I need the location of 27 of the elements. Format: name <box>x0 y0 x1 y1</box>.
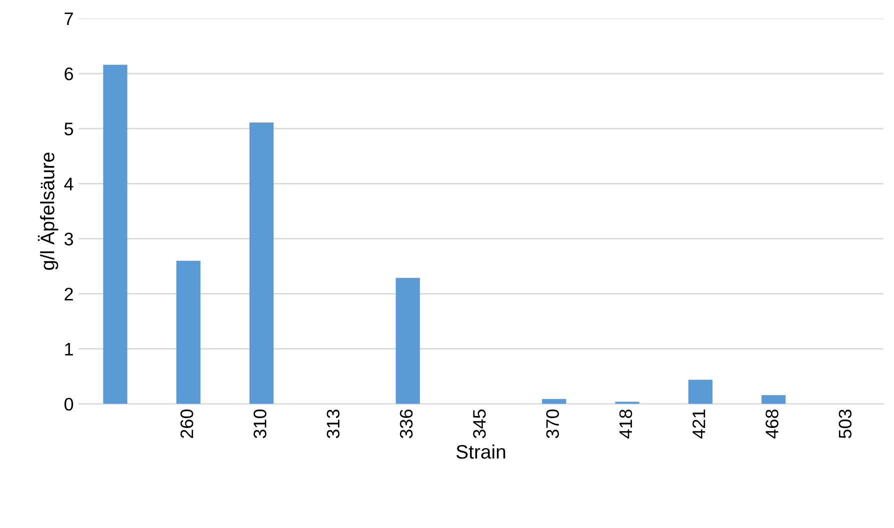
x-tick-label: 468 <box>766 410 778 438</box>
y-tick-label: 1 <box>65 342 73 356</box>
y-tick-label: 7 <box>64 12 73 26</box>
bar <box>103 64 128 404</box>
bar <box>688 380 712 404</box>
y-tick-label: 5 <box>64 122 74 136</box>
y-tick-label: 4 <box>64 178 74 190</box>
y-tick-label: 3 <box>64 232 74 246</box>
bar <box>396 278 420 404</box>
x-tick-label: 503 <box>838 410 852 438</box>
bar <box>761 395 786 404</box>
x-tick-label: 370 <box>546 409 559 438</box>
x-tick-label: 418 <box>619 410 632 438</box>
y-tick-label: 2 <box>64 288 73 300</box>
bar <box>176 260 200 404</box>
x-tick-label: 260 <box>180 409 194 438</box>
x-tick-label: 336 <box>400 410 413 438</box>
y-axis-title: g/l Äpfelsäure <box>38 152 58 270</box>
y-tick-label: 6 <box>64 67 74 80</box>
bar <box>542 398 566 404</box>
x-tick-label: 345 <box>473 410 486 438</box>
bar <box>249 122 274 404</box>
y-tick-label: 0 <box>64 398 74 411</box>
x-axis-title: Strain <box>456 444 506 459</box>
x-tick-label: 421 <box>692 410 706 438</box>
x-tick-label: 310 <box>254 409 266 438</box>
x-tick-label: 313 <box>326 410 340 438</box>
